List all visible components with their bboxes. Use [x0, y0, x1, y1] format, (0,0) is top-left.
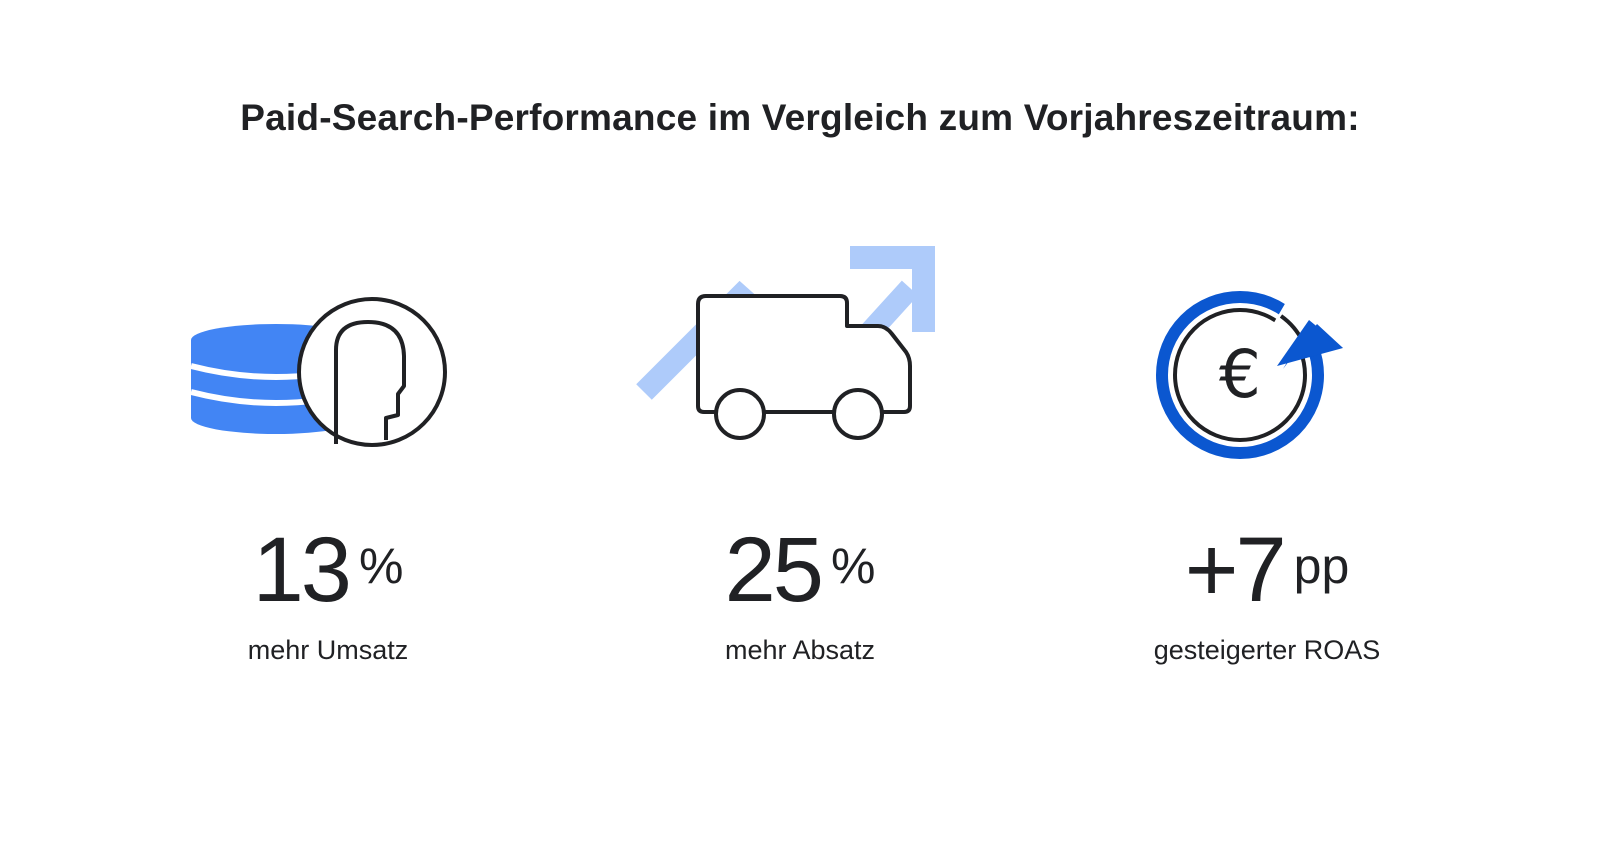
stat-value-row: 13%: [118, 520, 538, 620]
delivery-truck-growth-icon: [636, 246, 935, 440]
coins-person-icon: [190, 297, 447, 447]
stat-unit: %: [358, 538, 404, 594]
euro-circular-arrow-icon: €: [1156, 291, 1343, 459]
stat-unit: %: [830, 538, 876, 594]
stat-value-row: +7 pp: [1057, 520, 1477, 620]
stat-sales: 25% mehr Absatz: [590, 0, 1010, 850]
stat-unit: pp: [1293, 538, 1350, 594]
stat-revenue: 13% mehr Umsatz: [118, 0, 538, 850]
page-title: Paid-Search-Performance im Vergleich zum…: [240, 96, 1360, 138]
stat-caption: mehr Absatz: [724, 635, 876, 665]
stat-caption: gesteigerter ROAS: [1153, 635, 1381, 665]
svg-text:€: €: [1219, 336, 1261, 413]
stat-value: 13: [252, 519, 352, 621]
stat-value: 25: [724, 519, 824, 621]
stat-value: +7: [1184, 519, 1287, 621]
stat-roas: € +7 pp gesteigerter ROAS: [1057, 0, 1477, 850]
stat-value-row: 25%: [590, 520, 1010, 620]
stat-caption: mehr Umsatz: [247, 635, 409, 665]
